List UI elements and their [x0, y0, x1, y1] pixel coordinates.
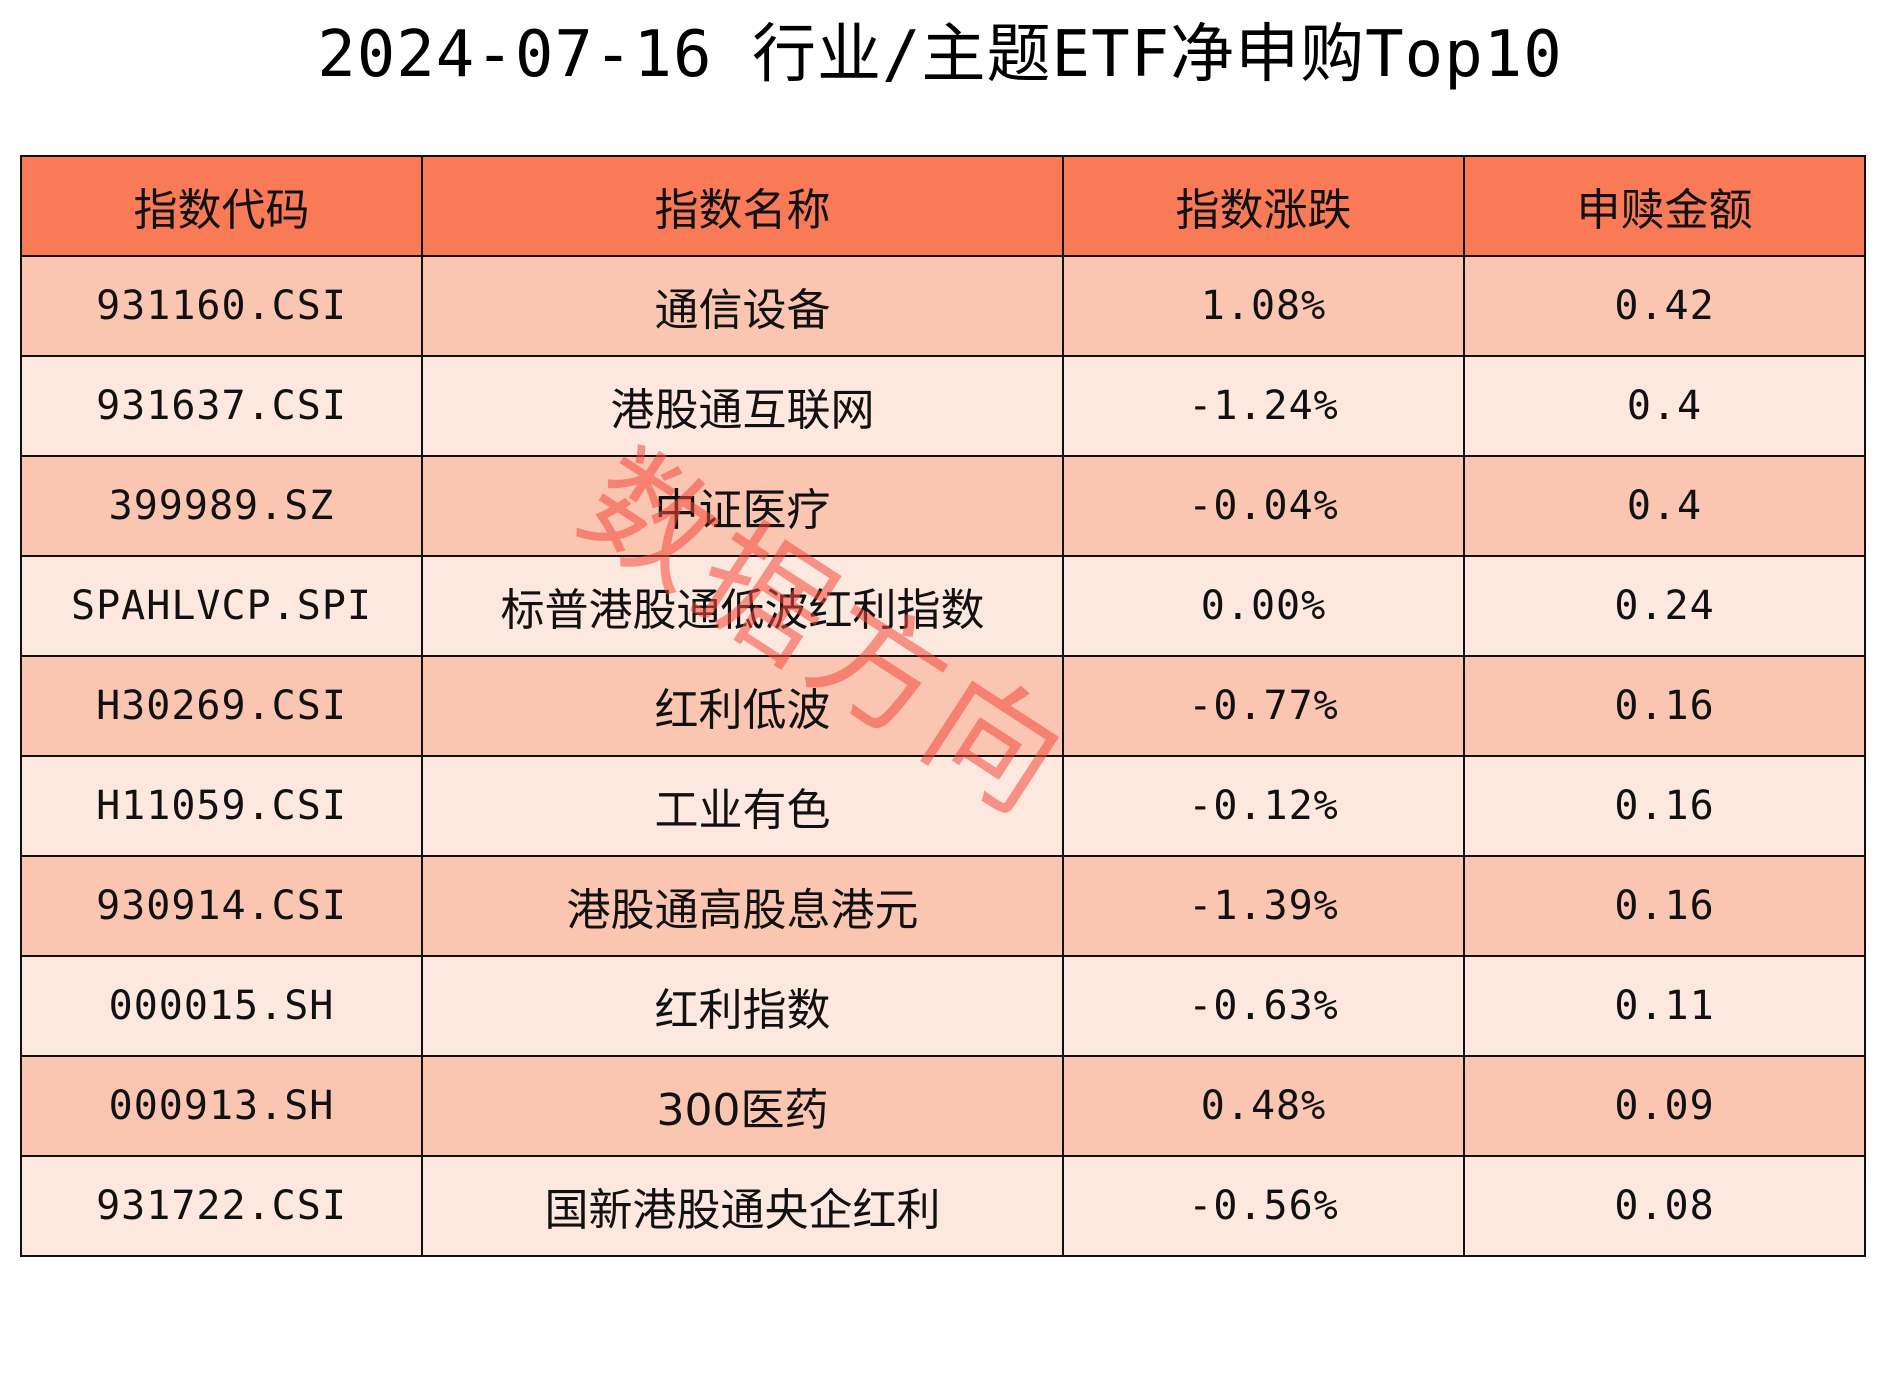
- index-code-cell: SPAHLVCP.SPI: [20, 555, 423, 657]
- flow-amount-cell: 0.09: [1463, 1055, 1866, 1157]
- flow-amount-cell: 0.16: [1463, 755, 1866, 857]
- header-index-change: 指数涨跌: [1062, 155, 1465, 257]
- flow-amount-cell: 0.16: [1463, 855, 1866, 957]
- index-change-cell: -0.04%: [1062, 455, 1465, 557]
- index-name-cell: 工业有色: [421, 755, 1064, 857]
- table-row: 000913.SH 300医药 0.48% 0.09: [20, 1055, 1866, 1157]
- page-title: 2024-07-16 行业/主题ETF净申购Top10: [317, 18, 1563, 92]
- index-name-cell: 中证医疗: [421, 455, 1064, 557]
- header-row: 指数代码 指数名称 指数涨跌 申赎金额: [20, 155, 1866, 257]
- table-row: 931637.CSI 港股通互联网 -1.24% 0.4: [20, 355, 1866, 457]
- index-change-cell: -0.12%: [1062, 755, 1465, 857]
- index-change-cell: -0.77%: [1062, 655, 1465, 757]
- table-row: 000015.SH 红利指数 -0.63% 0.11: [20, 955, 1866, 1057]
- index-code-cell: H11059.CSI: [20, 755, 423, 857]
- flow-amount-cell: 0.4: [1463, 455, 1866, 557]
- flow-amount-cell: 0.16: [1463, 655, 1866, 757]
- table-row: 399989.SZ 中证医疗 -0.04% 0.4: [20, 455, 1866, 557]
- flow-amount-cell: 0.11: [1463, 955, 1866, 1057]
- header-flow-amount: 申赎金额: [1463, 155, 1866, 257]
- table-row: 930914.CSI 港股通高股息港元 -1.39% 0.16: [20, 855, 1866, 957]
- flow-amount-cell: 0.42: [1463, 255, 1866, 357]
- index-name-cell: 红利指数: [421, 955, 1064, 1057]
- table-row: H11059.CSI 工业有色 -0.12% 0.16: [20, 755, 1866, 857]
- index-name-cell: 国新港股通央企红利: [421, 1155, 1064, 1257]
- index-change-cell: 0.00%: [1062, 555, 1465, 657]
- etf-table: 指数代码 指数名称 指数涨跌 申赎金额 931160.CSI 通信设备 1.08…: [20, 155, 1866, 1257]
- table-row: 931722.CSI 国新港股通央企红利 -0.56% 0.08: [20, 1155, 1866, 1257]
- index-name-cell: 300医药: [421, 1055, 1064, 1157]
- table-row: H30269.CSI 红利低波 -0.77% 0.16: [20, 655, 1866, 757]
- index-code-cell: 399989.SZ: [20, 455, 423, 557]
- index-name-cell: 港股通互联网: [421, 355, 1064, 457]
- index-code-cell: 931160.CSI: [20, 255, 423, 357]
- header-index-code: 指数代码: [20, 155, 423, 257]
- index-change-cell: -0.56%: [1062, 1155, 1465, 1257]
- index-code-cell: 931722.CSI: [20, 1155, 423, 1257]
- index-code-cell: H30269.CSI: [20, 655, 423, 757]
- index-change-cell: 1.08%: [1062, 255, 1465, 357]
- index-name-cell: 标普港股通低波红利指数: [421, 555, 1064, 657]
- index-change-cell: -1.39%: [1062, 855, 1465, 957]
- flow-amount-cell: 0.08: [1463, 1155, 1866, 1257]
- index-code-cell: 000015.SH: [20, 955, 423, 1057]
- header-index-name: 指数名称: [421, 155, 1064, 257]
- index-name-cell: 红利低波: [421, 655, 1064, 757]
- index-code-cell: 000913.SH: [20, 1055, 423, 1157]
- flow-amount-cell: 0.4: [1463, 355, 1866, 457]
- table-row: SPAHLVCP.SPI 标普港股通低波红利指数 0.00% 0.24: [20, 555, 1866, 657]
- index-change-cell: 0.48%: [1062, 1055, 1465, 1157]
- table-row: 931160.CSI 通信设备 1.08% 0.42: [20, 255, 1866, 357]
- index-code-cell: 931637.CSI: [20, 355, 423, 457]
- index-name-cell: 港股通高股息港元: [421, 855, 1064, 957]
- index-change-cell: -0.63%: [1062, 955, 1465, 1057]
- flow-amount-cell: 0.24: [1463, 555, 1866, 657]
- index-code-cell: 930914.CSI: [20, 855, 423, 957]
- index-name-cell: 通信设备: [421, 255, 1064, 357]
- index-change-cell: -1.24%: [1062, 355, 1465, 457]
